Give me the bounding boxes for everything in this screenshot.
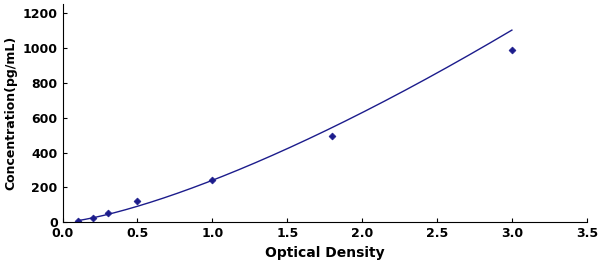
X-axis label: Optical Density: Optical Density (265, 246, 385, 260)
Y-axis label: Concentration(pg/mL): Concentration(pg/mL) (4, 36, 17, 190)
